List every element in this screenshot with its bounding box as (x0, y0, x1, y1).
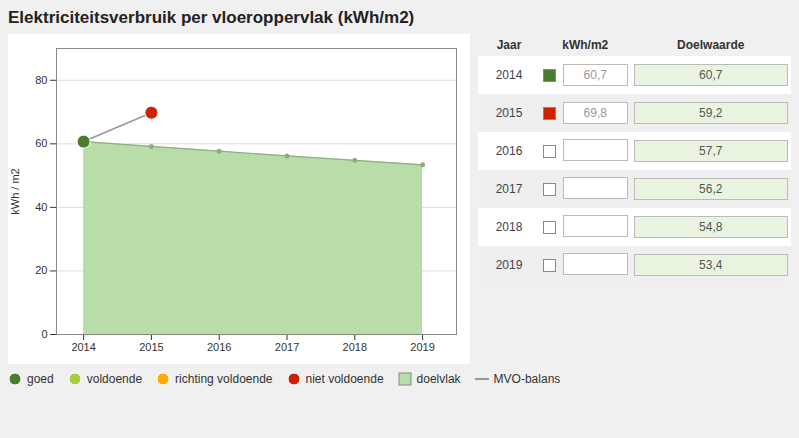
svg-text:2019: 2019 (410, 341, 434, 353)
html-text:53,4: 53,4 (699, 258, 723, 272)
html-text:2018: 2018 (495, 220, 523, 234)
svg-text:2015: 2015 (139, 341, 163, 353)
svg-text:80: 80 (35, 74, 47, 86)
html-text:richting voldoende: richting voldoende (175, 372, 273, 386)
svg-text:2017: 2017 (275, 341, 299, 353)
html-text:59,2: 59,2 (699, 106, 723, 120)
html-text:57,7: 57,7 (699, 144, 723, 158)
html-text:voldoende: voldoende (86, 372, 143, 386)
svg-text:2016: 2016 (207, 341, 231, 353)
html-text:2019: 2019 (495, 258, 523, 272)
html-text:2017: 2017 (495, 182, 523, 196)
html-text:60,7: 60,7 (583, 68, 607, 82)
html-text:MVO-balans: MVO-balans (493, 372, 561, 386)
svg-text:20: 20 (35, 264, 47, 276)
html-text:Elektriciteitsverbruik per vlo: Elektriciteitsverbruik per vloeroppervla… (8, 8, 415, 27)
html-text:goed: goed (27, 372, 54, 386)
html-text:Doelwaarde: Doelwaarde (677, 38, 745, 52)
svg-text:2014: 2014 (71, 341, 95, 353)
html-text:56,2: 56,2 (699, 182, 723, 196)
html-text:niet voldoende: niet voldoende (305, 372, 384, 386)
svg-text:2018: 2018 (343, 341, 367, 353)
svg-text:40: 40 (35, 201, 47, 213)
svg-text:60: 60 (35, 137, 47, 149)
svg-text:0: 0 (41, 328, 47, 340)
html-text:60,7: 60,7 (699, 68, 723, 82)
html-text:2016: 2016 (495, 144, 523, 158)
html-text:2014: 2014 (495, 68, 523, 82)
html-text:54,8: 54,8 (699, 220, 723, 234)
html-text:69,8: 69,8 (583, 106, 607, 120)
html-text:2015: 2015 (495, 106, 523, 120)
html-text:doelvlak: doelvlak (416, 372, 461, 386)
html-text:Jaar: Jaar (496, 38, 522, 52)
html-text:kWh/m2: kWh/m2 (562, 38, 609, 52)
svg-text:kWh / m2: kWh / m2 (9, 168, 21, 214)
